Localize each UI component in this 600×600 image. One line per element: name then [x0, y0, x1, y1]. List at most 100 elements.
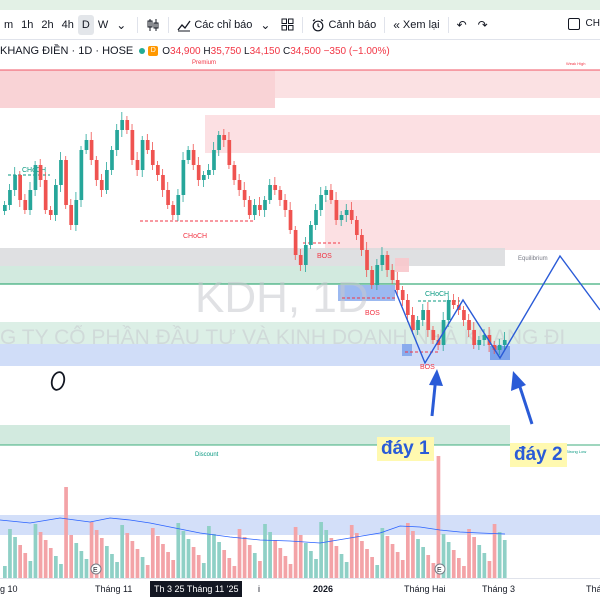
volume-bar: [502, 540, 507, 578]
redo-button[interactable]: ↷: [474, 10, 495, 39]
volume-bar: [54, 556, 58, 578]
volume-bar: [48, 548, 53, 578]
interval-d[interactable]: D: [77, 14, 94, 35]
time-label: Tháng Hai: [404, 584, 446, 594]
layout-templates-button[interactable]: [277, 10, 298, 39]
volume-bar: [140, 557, 145, 578]
volume-series: [3, 456, 507, 578]
candle: [140, 140, 145, 170]
candle: [79, 150, 84, 200]
candle: [59, 160, 63, 185]
candle: [252, 205, 257, 215]
volume-bar: [196, 555, 201, 578]
candle: [472, 330, 476, 345]
candle: [293, 230, 298, 255]
premium-zone: [0, 70, 275, 108]
volume-bar: [273, 540, 278, 578]
volume-bar: [497, 532, 502, 578]
candle: [258, 205, 262, 210]
candle: [176, 195, 181, 215]
undo-button[interactable]: ↶: [453, 10, 474, 39]
volume-bar: [370, 557, 374, 578]
earnings-marker[interactable]: E: [90, 563, 102, 575]
volume-bar: [18, 545, 23, 578]
candle: [18, 175, 23, 200]
premium-zone-ext: [275, 70, 600, 98]
volume-bar: [115, 562, 119, 578]
indicators-button[interactable]: Các chỉ báo: [173, 10, 256, 39]
volume-bar: [421, 547, 425, 578]
candle: [135, 160, 140, 170]
time-label: 2026: [313, 584, 334, 594]
price-chart[interactable]: KDH, 1D G TY CỔ PHẦN ĐẦU TƯ VÀ KINH DOAN…: [0, 40, 600, 578]
candle: [365, 250, 369, 270]
candle: [69, 205, 74, 225]
interval-w[interactable]: W: [97, 18, 109, 31]
volume-bar: [79, 551, 84, 578]
symbol-title[interactable]: KHANG ĐIỀN · 1D · HOSE: [0, 45, 134, 57]
volume-bar: [375, 565, 380, 578]
volume-bar: [329, 538, 334, 578]
equilibrium-label: Equilibrium: [518, 256, 548, 262]
supply-zone-1: [205, 115, 600, 153]
interval-1h[interactable]: 1h: [21, 18, 34, 31]
candle: [227, 140, 232, 165]
volume-bar: [64, 487, 68, 578]
chevron-down-icon: ⌄: [260, 17, 271, 32]
volume-bar: [247, 545, 252, 578]
candle: [191, 150, 196, 165]
candle: [482, 335, 487, 340]
symbol-legend: KHANG ĐIỀN · 1D · HOSE D O34,900 H35,750…: [0, 44, 390, 58]
hand-circle-drawing: [50, 371, 66, 391]
interval-4h[interactable]: 4h: [61, 18, 74, 31]
volume-bar: [451, 550, 456, 578]
interval-m[interactable]: m: [4, 18, 14, 31]
layout-box-icon[interactable]: [568, 18, 580, 30]
earnings-marker[interactable]: E: [434, 563, 446, 575]
volume-bar: [283, 556, 288, 578]
candle: [411, 315, 415, 330]
candle: [110, 150, 114, 170]
volume-bar: [431, 563, 436, 578]
order-block-small: [395, 258, 409, 272]
volume-bar: [74, 543, 79, 578]
candle: [8, 190, 12, 205]
volume-bar: [288, 564, 293, 578]
volume-bar: [395, 552, 400, 578]
candle: [89, 140, 94, 160]
volume-bar: [365, 549, 369, 578]
volume-bar: [145, 565, 150, 578]
candle: [324, 190, 329, 195]
interval-dropdown[interactable]: ⌄: [112, 10, 133, 39]
candle: [156, 165, 160, 175]
candle: [339, 215, 344, 220]
volume-bar: [105, 546, 109, 578]
time-label: Tháng 3: [482, 584, 516, 594]
chevron-down-icon: ⌄: [116, 17, 127, 32]
volume-bar: [176, 523, 181, 578]
volume-bar: [436, 456, 441, 578]
volume-bar: [380, 528, 385, 578]
candle: [54, 185, 58, 215]
candle: [237, 180, 242, 190]
candle: [171, 205, 176, 215]
volume-bar: [477, 545, 482, 578]
bottom-2-annotation: đáy 2: [510, 443, 567, 467]
candle: [492, 345, 497, 350]
replay-button[interactable]: « Xem lại: [389, 10, 443, 39]
chart-type-button[interactable]: [142, 10, 164, 39]
symbol-watermark: KDH, 1D: [195, 273, 369, 322]
candle: [370, 270, 374, 285]
indicator-templates-button[interactable]: ⌄: [256, 10, 277, 39]
candle: [13, 175, 17, 190]
choch-label-3: CHoCH: [425, 291, 449, 298]
interval-2h[interactable]: 2h: [41, 18, 54, 31]
redo-icon: ↷: [477, 17, 488, 32]
volume-bar: [360, 541, 364, 578]
time-axis[interactable]: g 10 Tháng 11 i 2026 Tháng Hai Tháng 3 T…: [0, 578, 600, 600]
bottom-1-annotation: đáy 1: [377, 437, 434, 461]
alert-button[interactable]: Cảnh báo: [307, 10, 380, 39]
volume-bar: [156, 536, 160, 578]
svg-text:E: E: [437, 567, 442, 574]
candle: [33, 165, 38, 190]
